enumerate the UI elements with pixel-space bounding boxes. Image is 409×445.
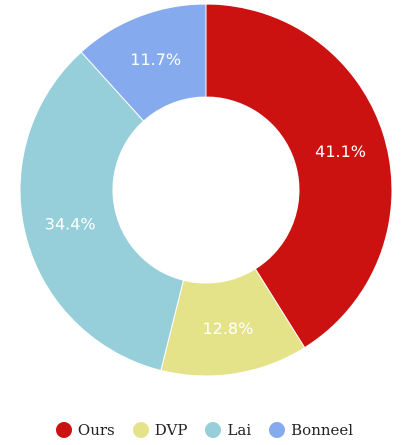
legend: Ours DVP Lai Bonneel	[0, 421, 409, 439]
legend-item-bonneel[interactable]: Bonneel	[269, 421, 353, 439]
legend-swatch	[55, 422, 72, 438]
legend-swatch	[205, 422, 222, 438]
slice-label-lai: 34.4%	[45, 214, 96, 233]
slice-label-ours: 41.1%	[315, 142, 366, 161]
slice-label-bonneel: 11.7%	[130, 50, 181, 69]
legend-item-ours[interactable]: Ours	[55, 421, 115, 439]
slice-lai	[19, 51, 185, 372]
slice-label-dvp: 12.8%	[202, 319, 253, 338]
slice-bonneel	[80, 3, 207, 122]
slice-ours	[205, 3, 393, 349]
legend-label: DVP	[154, 421, 188, 439]
legend-item-dvp[interactable]: DVP	[132, 421, 188, 439]
legend-item-lai[interactable]: Lai	[205, 421, 251, 439]
legend-swatch	[269, 422, 286, 438]
legend-swatch	[132, 422, 149, 438]
legend-label: Lai	[227, 421, 252, 439]
legend-label: Bonneel	[291, 421, 354, 439]
legend-label: Ours	[77, 421, 115, 439]
